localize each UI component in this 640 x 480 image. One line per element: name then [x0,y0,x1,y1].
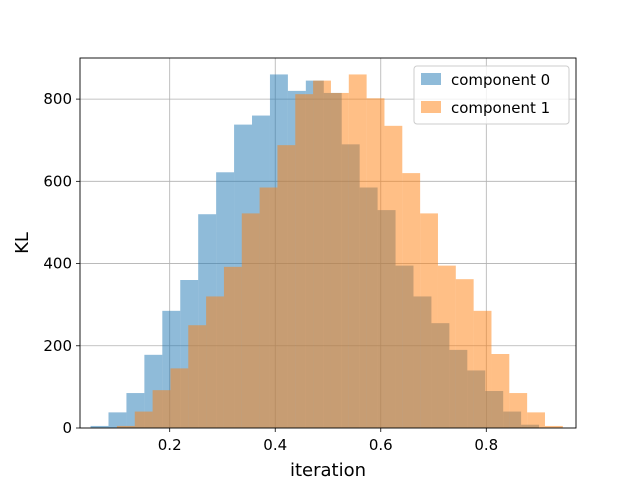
bars [90,74,563,429]
legend-label-component-0: component 0 [451,71,550,89]
histogram-bar [295,94,314,428]
legend-box [413,65,570,125]
y-tick-label: 600 [43,172,72,190]
histogram-bar [313,80,331,428]
y-axis-label: KL [12,232,33,254]
histogram-bar [420,213,438,428]
histogram-bar [259,187,278,428]
histogram-bar [90,425,109,428]
series-component-1 [116,74,563,429]
legend-label-component-1: component 1 [451,99,550,117]
histogram-bar [241,213,260,428]
x-tick-label: 0.2 [158,436,182,454]
legend-swatch-component-0 [421,73,441,85]
x-tick-label: 0.8 [474,436,498,454]
x-ticks: 0.2 0.4 0.6 0.8 [158,428,498,454]
legend: component 0 component 1 [413,65,570,125]
histogram-bar [384,125,403,428]
x-tick-label: 0.4 [263,436,287,454]
x-tick-label: 0.6 [369,436,393,454]
histogram-bar [152,390,171,428]
y-ticks: 0 200 400 600 800 [43,90,80,437]
histogram-bar [509,393,528,428]
y-tick-label: 800 [43,90,72,108]
histogram-bar [348,74,367,428]
histogram-bar [134,411,153,428]
y-tick-label: 0 [62,419,72,437]
legend-swatch-component-1 [421,101,441,113]
histogram-bar [223,266,242,428]
histogram-bar [366,98,385,429]
histogram-bar [108,412,127,428]
y-tick-label: 200 [43,337,72,355]
x-axis-label: iteration [290,460,366,480]
histogram-bar [544,425,563,428]
histogram-bar [473,310,492,428]
histogram-bar [116,425,135,428]
histogram-bar [170,368,189,428]
histogram-bar [527,412,545,428]
y-tick-label: 400 [43,255,72,273]
histogram-bar [277,145,296,428]
plot-frame [79,57,577,429]
histogram-bar [437,265,456,428]
histogram-bar [402,173,421,428]
histogram-bar [206,296,224,428]
histogram-bar [330,92,349,428]
histogram-bar [455,279,474,428]
histogram-bar [491,354,510,428]
histogram-bar [188,325,207,428]
